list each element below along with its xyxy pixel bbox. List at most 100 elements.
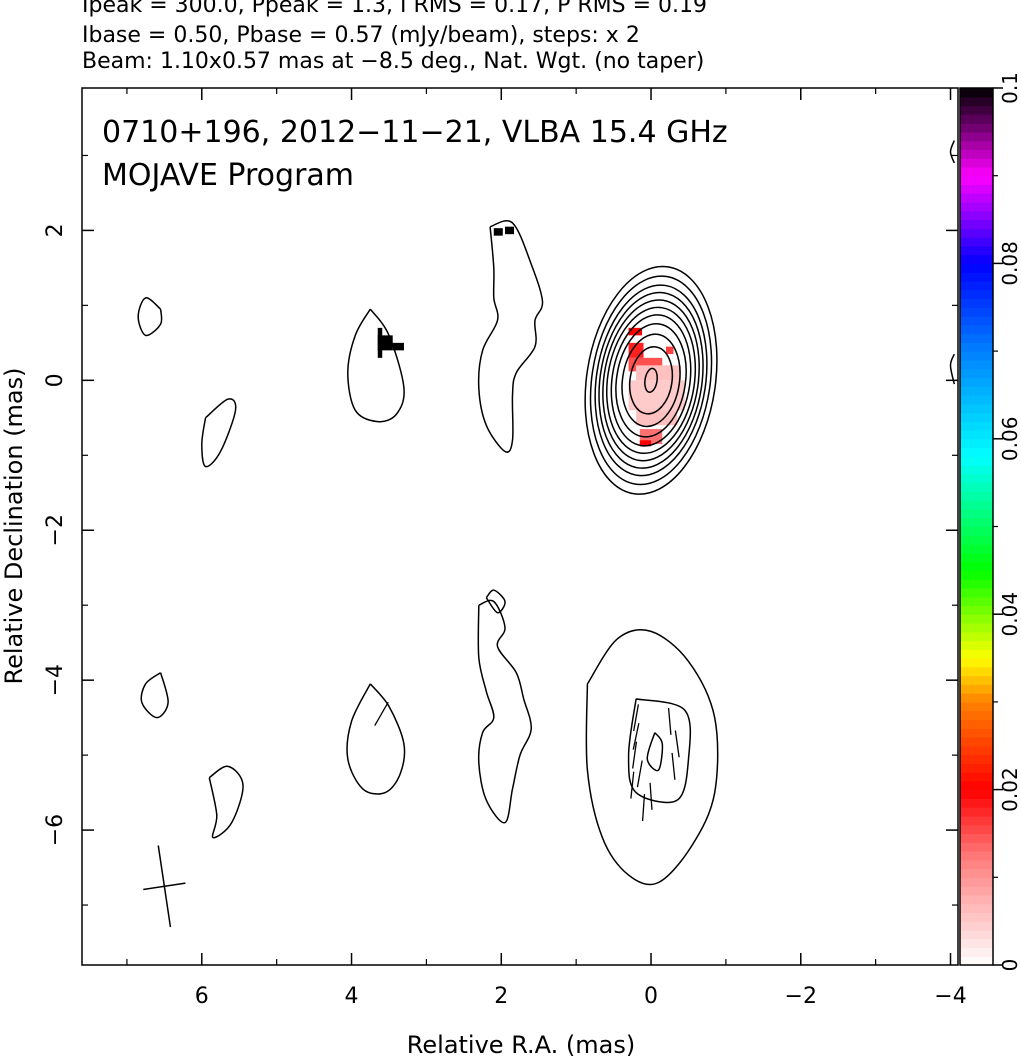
core-contour (610, 314, 692, 447)
evpa-vector (641, 794, 646, 822)
beam-marker (143, 845, 186, 928)
colorbar-segment (960, 114, 993, 124)
colorbar-segment (960, 894, 993, 905)
x-axis-label: Relative R.A. (mas) (407, 1031, 635, 1059)
colorbar-segment (960, 956, 993, 966)
jet-contour (477, 220, 544, 453)
colorbar-segment (960, 815, 993, 826)
colorbar-segment (960, 570, 993, 580)
jet-contour (201, 398, 237, 468)
y-axis-label: Relative Declination (mas) (0, 367, 28, 684)
colorbar-segment (960, 465, 993, 475)
colorbar-segment (960, 850, 993, 861)
pol-pixel (636, 365, 681, 381)
colorbar-segment (960, 280, 993, 291)
x-tick-label: 0 (644, 984, 658, 1009)
y-tick-label: 2 (43, 223, 68, 237)
colorbar-segment (960, 693, 993, 703)
polarization-contour (646, 732, 664, 772)
evpa-vector (374, 701, 389, 726)
colorbar-segment (960, 544, 993, 554)
colorbar-segment (960, 96, 993, 107)
polarization-map (377, 226, 685, 447)
colorbar-segment (960, 833, 993, 843)
colorbar-segment (960, 316, 993, 326)
colorbar-segment (960, 631, 993, 642)
axis-ticks: 6 4 2 0 −2 −4 2 0 −2 −4 −6 (43, 88, 967, 1009)
colorbar-segment (960, 842, 993, 852)
colorbar-segment (960, 193, 993, 203)
colorbar-segment (960, 482, 993, 493)
colorbar-segment (960, 403, 993, 414)
jet-contour (949, 140, 956, 164)
colorbar-tick-label: 0.06 (998, 417, 1021, 462)
colorbar-segment (960, 903, 993, 913)
colorbar-segment (960, 166, 993, 177)
colorbar-segment (960, 88, 993, 98)
pol-pixel (377, 335, 393, 351)
polarization-contour (140, 672, 169, 719)
colorbar-segment (960, 272, 993, 282)
colorbar-segment (960, 254, 993, 264)
core-contour (605, 306, 697, 455)
chart-title: 0710+196, 2012−11−21, VLBA 15.4 GHz (102, 115, 728, 150)
colorbar-segment (960, 351, 993, 361)
evpa-vector (649, 782, 653, 810)
colorbar-segment (960, 123, 993, 133)
core-contour (644, 367, 658, 393)
colorbar-segment (960, 929, 993, 940)
colorbar-segment (960, 377, 993, 387)
colorbar-segment (960, 456, 993, 466)
colorbar-segment (960, 772, 993, 782)
colorbar-segment (960, 649, 993, 659)
colorbar-segment (960, 175, 993, 186)
polarization-contour (485, 589, 506, 614)
jet-contour (137, 297, 163, 337)
colorbar-tick-label: 0.04 (998, 592, 1021, 637)
colorbar-segment (960, 622, 993, 633)
colorbar-segment (960, 333, 993, 343)
colorbar-segment (960, 877, 993, 887)
colorbar-segment (960, 526, 993, 536)
colorbar-tick-label: 0 (998, 959, 1021, 972)
colorbar: 0 0.02 0.04 0.06 0.08 0.1 (959, 72, 1021, 972)
header-base-line: Ibase = 0.50, Pbase = 0.57 (mJy/beam), s… (82, 23, 640, 48)
evpa-vectors (374, 701, 680, 822)
colorbar-segment (960, 184, 993, 194)
chart-subtitle: MOJAVE Program (102, 158, 354, 193)
colorbar-segment (960, 245, 993, 256)
colorbar-segment (960, 237, 993, 247)
colorbar-segment (960, 438, 993, 449)
evpa-vector (630, 771, 635, 799)
colorbar-segment (960, 886, 993, 896)
core-contour (621, 333, 681, 428)
colorbar-segment (960, 473, 993, 484)
polarization-contour (477, 599, 532, 824)
colorbar-segment (960, 938, 993, 949)
core-contour (615, 323, 687, 438)
colorbar-segment (960, 394, 993, 405)
colorbar-tick-label: 0.02 (998, 767, 1021, 812)
colorbar-segment (960, 789, 993, 799)
colorbar-segment (960, 605, 993, 615)
colorbar-segment (960, 158, 993, 168)
colorbar-segment (960, 535, 993, 545)
polarization-contour (208, 765, 244, 839)
colorbar-segment (960, 517, 993, 528)
colorbar-segment (960, 447, 993, 457)
colorbar-segment (960, 131, 993, 142)
pol-pixel (493, 228, 503, 236)
pol-pixel (505, 226, 515, 235)
evpa-vector (674, 730, 680, 758)
colorbar-segment (960, 807, 993, 817)
header-beam-line: Beam: 1.10x0.57 mas at −8.5 deg., Nat. W… (82, 49, 705, 74)
pol-pixel (666, 346, 674, 355)
colorbar-segment (960, 307, 993, 317)
colorbar-segment (960, 912, 993, 922)
colorbar-segment (960, 736, 993, 747)
colorbar-segment (960, 780, 993, 791)
colorbar-segment (960, 342, 993, 352)
core-contour (598, 291, 704, 469)
x-tick-label: 4 (345, 984, 359, 1009)
evpa-vector (636, 760, 643, 788)
